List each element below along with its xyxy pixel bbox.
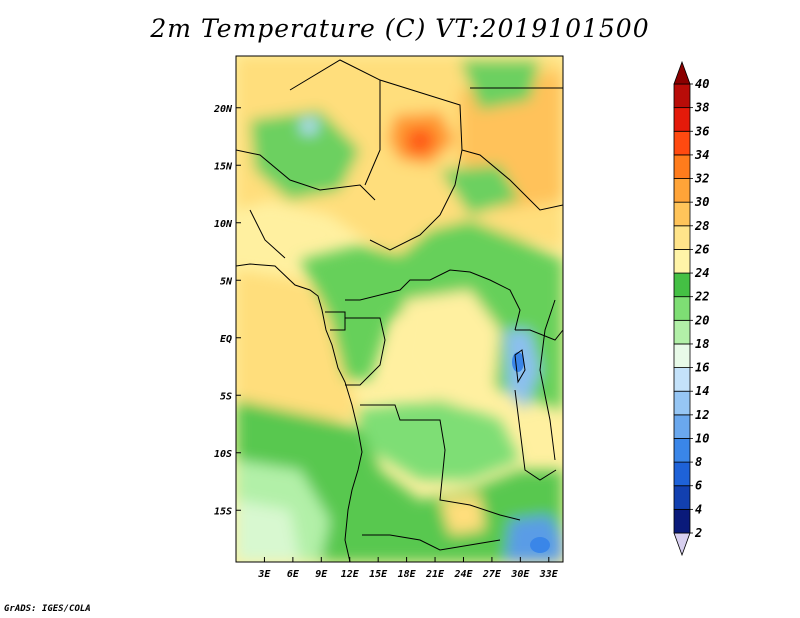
colorbar-label: 6 [695,479,702,493]
longitude-axis: 3E 6E 9E 12E 15E 18E 21E 24E 27E 30E 33E [257,557,559,580]
pale-southwest [236,500,300,562]
colorbar-box [673,154,691,179]
border-8 [345,317,386,386]
colorbar-label: 16 [695,361,709,375]
green-east-patch [440,165,520,215]
colorbar-label: 22 [694,290,709,304]
lat-tick-label: 15N [214,161,233,172]
colorbar-label: 2 [694,526,702,540]
lon-tick-label: 15E [369,569,388,580]
footer-credit: GrADS: IGES/COLA [4,604,91,614]
cool-eastafrica-highland [505,330,540,410]
coastline [236,263,363,562]
lon-tick-label: 6E [287,569,300,580]
border-1 [236,149,376,201]
lon-tick-label: 30E [510,569,530,580]
colorbar-label: 24 [694,266,709,280]
colorbar-label: 4 [695,502,702,516]
lat-tick-label: 20N [213,104,233,115]
lat-tick-label: 15S [214,506,232,517]
green-north-patch-2 [460,60,540,110]
colorbar-box [673,508,691,534]
cool-spot-2 [512,352,524,372]
cool-north-patch [300,118,318,134]
lon-tick-label: 18E [398,569,417,580]
colorbar-box [673,414,691,439]
colorbar-label: 18 [695,337,709,351]
lon-tick-label: 12E [341,569,360,580]
colorbar-upper-triangle [673,60,691,85]
border-14 [539,299,556,461]
colorbar-box [673,461,691,487]
lat-tick-label: EQ [220,334,232,345]
colorbar-box [673,343,691,368]
colorbar-box [673,107,691,132]
green-north-patches [250,110,360,200]
colorbar-box [673,485,691,510]
border-6 [345,269,521,331]
colorbar-box [673,296,691,321]
colorbar-box [673,201,691,227]
border-13 [249,209,286,259]
lat-tick-label: 10S [214,449,232,460]
lat-tick-label: 5N [220,276,233,287]
map-frame [235,55,564,563]
colorbar-lower-triangle [673,532,691,557]
colorbar-box [673,319,691,345]
hot-core-north [406,128,436,156]
map-title: 2m Temperature (C) VT:2019101500 [150,14,650,43]
border-7 [325,311,346,331]
colorbar-label: 26 [694,242,709,256]
lat-tick-label: 10N [214,219,233,230]
border-12 [514,389,557,481]
warm-south-patch [440,495,485,535]
colorbar-label: 38 [694,101,709,115]
colorbar-box [673,249,691,274]
colorbar-box [673,390,691,416]
colorbar-box [673,225,691,250]
temperature-field [236,56,563,562]
lon-tick-label: 27E [482,569,502,580]
lon-tick-label: 9E [315,569,328,580]
border-10 [362,534,501,551]
cool-south-highland [505,515,563,562]
cool-spot-1 [530,537,550,553]
border-3 [369,79,463,251]
colorbar-box [673,367,691,392]
latitude-axis: 20N 15N 10N 5N EQ 5S 10S 15S [213,104,241,517]
border-11 [515,329,563,341]
border-9 [360,404,521,521]
colorbar-box [673,438,691,463]
colorbar-label: 14 [695,384,709,398]
colorbar-label: 12 [695,408,709,422]
lake-outline [514,349,526,384]
green-southcentral [355,400,520,480]
border-4 [461,149,563,211]
lon-tick-label: 21E [425,569,445,580]
lat-tick-label: 5S [220,391,232,402]
lon-tick-label: 3E [257,569,271,580]
colorbar-box [673,83,691,109]
colorbar-label: 34 [694,148,709,162]
colorbar-label: 8 [695,455,702,469]
colorbar-box [673,130,691,156]
colorbar-label: 40 [695,77,709,91]
warm-congo-basin [395,290,500,410]
colorbar-label: 30 [694,195,709,209]
colorbar-label: 10 [695,431,709,445]
lon-tick-label: 24E [453,569,473,580]
colorbar-label: 28 [694,219,709,233]
colorbar-box [673,272,691,298]
colorbar-label: 20 [694,313,709,327]
country-borders [236,59,563,562]
lon-tick-label: 33E [539,569,559,580]
colorbar-label: 36 [694,124,709,138]
colorbar-label: 32 [694,172,709,186]
colorbar-box [673,178,691,203]
